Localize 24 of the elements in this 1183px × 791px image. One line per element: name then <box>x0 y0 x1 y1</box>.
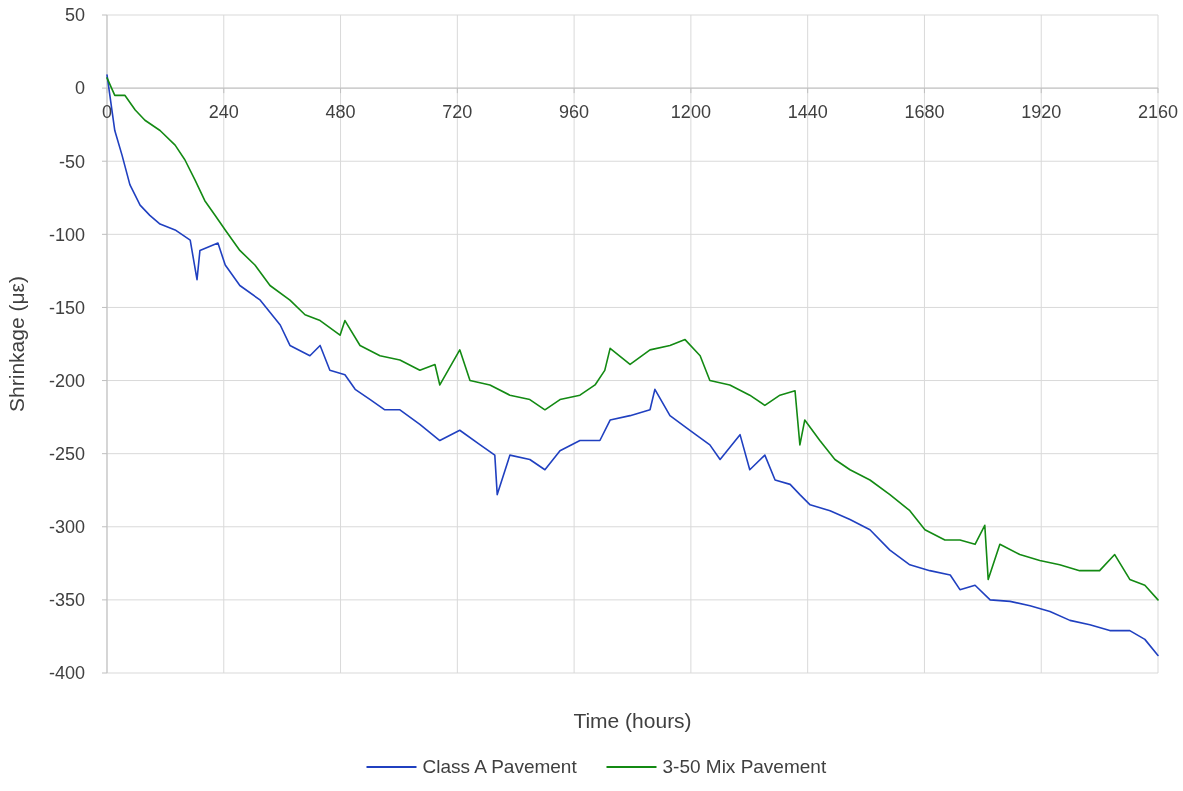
y-axis-title: Shrinkage (με) <box>5 276 28 412</box>
legend-label: Class A Pavement <box>422 756 578 777</box>
x-tick-label: 0 <box>101 102 113 123</box>
x-tick-label: 1920 <box>1021 102 1062 123</box>
y-tick-label: -400 <box>48 663 85 684</box>
y-tick-label: 0 <box>74 78 85 99</box>
x-tick-label: 1200 <box>670 102 711 123</box>
x-tick-label: 1440 <box>787 102 828 123</box>
x-tick-label: 480 <box>325 102 356 123</box>
x-tick-label: 2160 <box>1137 102 1179 123</box>
y-tick-label: -250 <box>48 443 85 464</box>
x-tick-label: 240 <box>208 102 239 123</box>
y-tick-label: -350 <box>48 590 85 611</box>
y-tick-label: 50 <box>64 5 85 26</box>
y-tick-label: -300 <box>48 517 85 538</box>
y-tick-label: -200 <box>48 370 85 391</box>
y-tick-label: -50 <box>58 151 85 172</box>
y-tick-label: -150 <box>48 297 85 318</box>
x-tick-label: 1680 <box>904 102 945 123</box>
x-tick-label: 960 <box>559 102 590 123</box>
legend-label: 3-50 Mix Pavement <box>662 756 827 777</box>
x-tick-label: 720 <box>442 102 473 123</box>
y-tick-label: -100 <box>48 224 85 245</box>
x-axis-title: Time (hours) <box>573 709 692 732</box>
